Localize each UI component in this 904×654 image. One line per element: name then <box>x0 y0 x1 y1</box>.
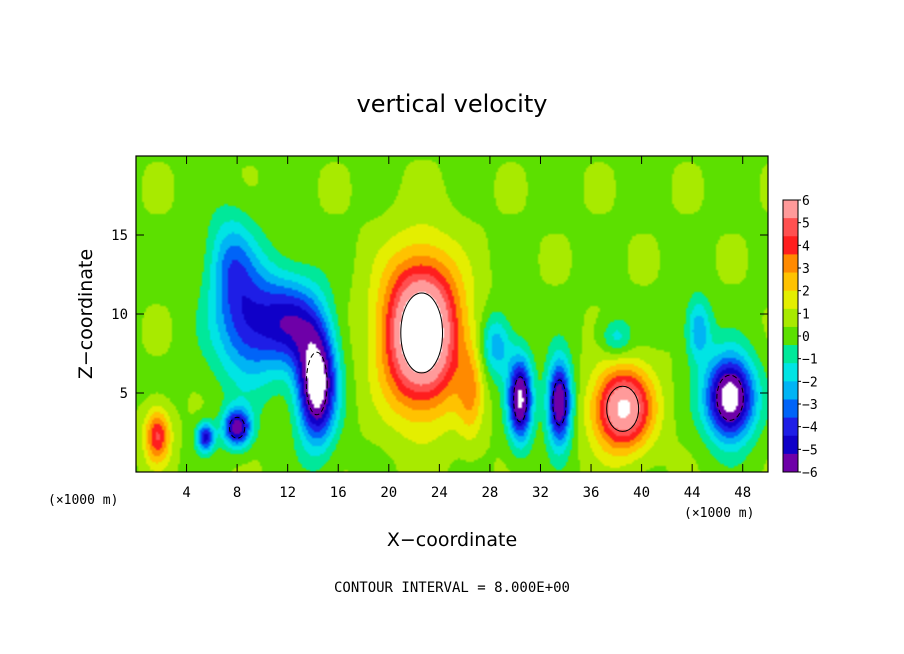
colorbar-swatch <box>783 345 798 364</box>
y-tick-label: 15 <box>111 228 128 244</box>
colorbar-label: −6 <box>802 466 818 481</box>
x-tick-label: 4 <box>182 485 190 501</box>
velocity-field <box>136 156 768 472</box>
colorbar-swatch <box>783 308 798 328</box>
contour-downdraft <box>716 374 744 421</box>
colorbar: 6 5 4 3 2 1 0 −1 −2 −3 −4 −5 −6 <box>782 194 818 481</box>
colorbar-label: 6 <box>802 194 810 209</box>
colorbar-label: −1 <box>802 353 818 368</box>
colorbar-swatch <box>783 236 798 255</box>
x-tick-label: 24 <box>431 485 448 501</box>
colorbar-swatch <box>783 254 798 274</box>
colorbar-label: −5 <box>802 443 818 458</box>
colorbar-label: 5 <box>802 217 810 232</box>
x-axis-ticks: 4 8 12 16 20 24 28 32 36 40 44 48 <box>182 156 751 501</box>
x-tick-label: 36 <box>583 485 600 501</box>
x-tick-label: 32 <box>532 485 549 501</box>
colorbar-label: −4 <box>802 421 818 436</box>
colorbar-swatch <box>783 290 798 310</box>
colorbar-label: 1 <box>802 307 810 322</box>
colorbar-label: −2 <box>802 375 818 390</box>
y-tick-label: 5 <box>120 386 128 402</box>
x-tick-label: 44 <box>684 485 701 501</box>
contour-updraft <box>400 292 444 374</box>
colorbar-swatch <box>783 200 798 219</box>
colorbar-label: −3 <box>802 398 818 413</box>
x-tick-label: 28 <box>481 485 498 501</box>
y-tick-label: 10 <box>111 307 128 323</box>
x-axis-label: X−coordinate <box>387 529 517 551</box>
colorbar-swatch <box>783 218 798 237</box>
colorbar-label: 2 <box>802 285 810 300</box>
colorbar-swatch <box>783 399 798 419</box>
contour-downdraft <box>305 351 328 416</box>
y-axis-label: Z−coordinate <box>75 249 97 379</box>
contour-downdraft <box>552 379 567 426</box>
x-tick-label: 20 <box>380 485 397 501</box>
colorbar-swatch <box>783 272 798 292</box>
colorbar-swatch <box>783 363 798 382</box>
y-axis-ticks: 5 10 15 <box>111 228 768 402</box>
x-tick-label: 12 <box>279 485 296 501</box>
x-unit-left: (×1000 m) <box>48 493 118 508</box>
contour-updraft <box>606 385 640 432</box>
colorbar-swatch <box>783 326 798 346</box>
chart-title: vertical velocity <box>357 90 548 118</box>
colorbar-label: 4 <box>802 239 810 254</box>
colorbar-label: 3 <box>802 262 810 277</box>
contour-downdraft <box>513 376 528 423</box>
contour-interval-note: CONTOUR INTERVAL = 8.000E+00 <box>334 580 570 596</box>
contour-downdraft <box>228 416 246 439</box>
colorbar-swatch <box>783 435 798 455</box>
x-tick-label: 16 <box>330 485 347 501</box>
colorbar-swatch <box>783 381 798 400</box>
x-tick-label: 40 <box>633 485 650 501</box>
x-unit-right: (×1000 m) <box>684 506 754 521</box>
x-tick-label: 8 <box>233 485 241 501</box>
colorbar-swatch <box>783 417 798 437</box>
colorbar-swatch <box>783 453 798 473</box>
x-tick-label: 48 <box>734 485 751 501</box>
colorbar-label: 0 <box>802 330 810 345</box>
